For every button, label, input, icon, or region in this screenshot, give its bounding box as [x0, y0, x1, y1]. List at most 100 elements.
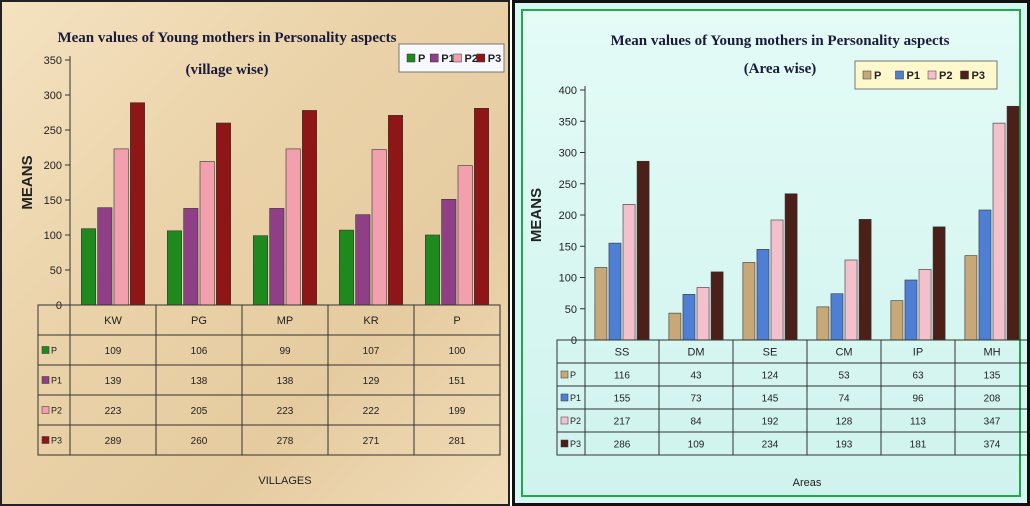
- bar-p3-mp: [302, 110, 317, 306]
- data-label: 199: [449, 406, 466, 417]
- bar-p1-kw: [97, 207, 113, 306]
- table-series-label: P1: [570, 393, 581, 403]
- x-axis-label: VILLAGES: [258, 475, 311, 487]
- chart-subtitle: (Area wise): [744, 61, 817, 77]
- x-category-label: DM: [687, 347, 704, 359]
- area-chart: Mean values of Young mothers in Personal…: [528, 33, 1027, 489]
- data-label: 73: [690, 394, 702, 405]
- legend-swatch-p1: [430, 53, 439, 63]
- bar-p2-kr: [371, 149, 387, 306]
- data-label: 109: [688, 440, 705, 451]
- data-label: 151: [449, 376, 466, 387]
- data-label: 74: [838, 394, 850, 405]
- bar-p-p: [425, 234, 440, 306]
- data-label: 181: [910, 440, 927, 451]
- bar-p3-kr: [388, 115, 403, 306]
- data-label: 222: [363, 406, 380, 417]
- y-tick-label: 350: [44, 55, 62, 67]
- bar-p1-mh: [978, 209, 992, 341]
- data-label: 193: [836, 440, 853, 451]
- bar-p3-kw: [130, 102, 145, 306]
- legend-label-p: P: [418, 53, 425, 65]
- legend-swatch-p2: [453, 53, 462, 63]
- table-legend-swatch: [560, 416, 569, 425]
- legend-label-p3: P3: [488, 53, 501, 65]
- y-tick-label: 150: [44, 195, 62, 207]
- data-label: 155: [614, 394, 631, 405]
- y-tick-label: 100: [559, 273, 577, 285]
- data-label: 106: [191, 346, 208, 357]
- chart-subtitle: (village wise): [186, 62, 269, 78]
- bar-p-mp: [253, 235, 268, 306]
- bar-p1-se: [756, 249, 770, 341]
- legend-label-p2: P2: [939, 70, 952, 82]
- data-label: 124: [762, 371, 779, 382]
- data-label: 107: [363, 346, 380, 357]
- bar-p1-p: [441, 199, 457, 306]
- bar-p-kr: [339, 229, 354, 306]
- y-tick-label: 300: [44, 90, 62, 102]
- x-category-label: SE: [763, 347, 778, 359]
- data-label: 223: [105, 406, 122, 417]
- legend-label-p1: P1: [907, 70, 920, 82]
- data-label: 129: [363, 376, 380, 387]
- bar-p3-ss: [636, 160, 650, 341]
- legend-swatch-p2: [927, 70, 937, 80]
- bar-p-dm: [668, 312, 682, 341]
- data-label: 145: [762, 394, 779, 405]
- table-legend-swatch: [560, 393, 569, 402]
- bar-p1-ip: [904, 279, 918, 341]
- data-label: 135: [984, 371, 1001, 382]
- x-category-label: KR: [363, 315, 378, 327]
- bar-p-pg: [167, 230, 182, 306]
- y-tick-label: 200: [44, 160, 62, 172]
- y-tick-label: 350: [559, 116, 577, 128]
- y-axis-label: MEANS: [19, 155, 36, 209]
- y-tick-label: 0: [56, 300, 62, 312]
- data-label: 223: [277, 406, 294, 417]
- bar-p3-se: [784, 193, 798, 341]
- table-series-label: P1: [51, 376, 62, 386]
- x-category-label: MP: [277, 315, 294, 327]
- legend-swatch-p3: [960, 70, 969, 80]
- data-label: 138: [191, 376, 208, 387]
- x-category-label: P: [453, 315, 460, 327]
- table-legend-swatch: [560, 370, 569, 379]
- y-tick-label: 150: [559, 241, 577, 253]
- bar-p-ss: [594, 267, 608, 341]
- bar-p-ip: [890, 300, 904, 341]
- y-tick-label: 200: [559, 210, 577, 222]
- legend-box: [854, 60, 998, 90]
- y-tick-label: 50: [565, 304, 577, 316]
- bar-p2-ip: [918, 269, 932, 341]
- village-chart-panel: Mean values of Young mothers in Personal…: [0, 0, 510, 506]
- bar-p1-dm: [682, 294, 696, 341]
- data-label: 217: [614, 417, 631, 428]
- data-table-frame: [37, 304, 501, 456]
- data-label: 374: [984, 440, 1001, 451]
- y-tick-label: 250: [44, 125, 62, 137]
- table-legend-swatch: [41, 346, 50, 354]
- bar-p3-cm: [858, 219, 872, 341]
- data-label: 286: [614, 440, 631, 451]
- data-label: 260: [191, 436, 208, 447]
- data-label: 116: [614, 371, 630, 382]
- x-category-label: IP: [913, 347, 923, 359]
- data-label: 278: [277, 436, 294, 447]
- legend-swatch-p3: [476, 53, 485, 63]
- data-label: 113: [910, 417, 926, 428]
- legend-label-p1: P1: [441, 53, 454, 65]
- data-label: 205: [191, 406, 208, 417]
- bar-p-cm: [816, 306, 830, 341]
- legend: P P1 P2 P3: [398, 43, 505, 73]
- table-legend-swatch: [41, 436, 50, 444]
- data-label: 109: [105, 346, 122, 357]
- chart-title: Mean values of Young mothers in Personal…: [57, 30, 396, 46]
- bar-p1-mp: [269, 208, 285, 306]
- y-tick-label: 100: [44, 230, 62, 242]
- bar-p2-mh: [992, 122, 1006, 341]
- data-label: 100: [449, 346, 466, 357]
- legend-label-p2: P2: [465, 53, 478, 65]
- data-label: 234: [762, 440, 779, 451]
- data-label: 96: [912, 394, 924, 405]
